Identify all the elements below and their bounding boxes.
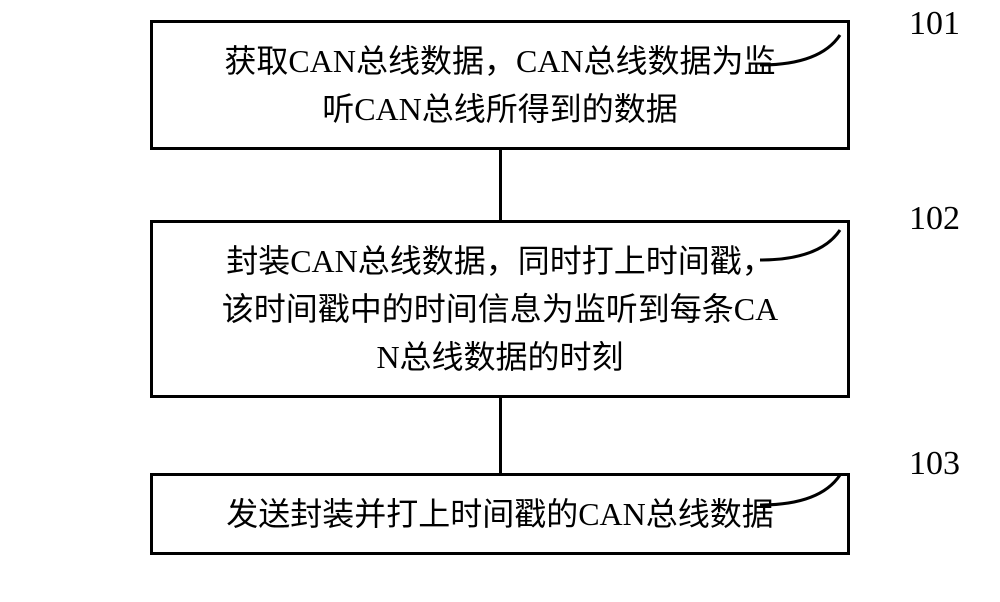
flow-label-1: 101 [909, 5, 960, 43]
flow-box-3: 发送封装并打上时间戳的CAN总线数据 [150, 473, 850, 555]
flow-box-1: 获取CAN总线数据，CAN总线数据为监 听CAN总线所得到的数据 [150, 20, 850, 150]
flow-label-3: 103 [909, 445, 960, 483]
flow-box-1-text: 获取CAN总线数据，CAN总线数据为监 听CAN总线所得到的数据 [183, 37, 817, 133]
flow-box-2-text: 封装CAN总线数据，同时打上时间戳， 该时间戳中的时间信息为监听到每条CA N总… [183, 237, 817, 381]
flow-connector-1 [499, 150, 502, 220]
flowchart-container: 获取CAN总线数据，CAN总线数据为监 听CAN总线所得到的数据 封装CAN总线… [60, 20, 940, 555]
flow-box-2: 封装CAN总线数据，同时打上时间戳， 该时间戳中的时间信息为监听到每条CA N总… [150, 220, 850, 398]
flow-box-3-text: 发送封装并打上时间戳的CAN总线数据 [183, 490, 817, 538]
flow-connector-2 [499, 398, 502, 473]
flow-label-2: 102 [909, 200, 960, 238]
